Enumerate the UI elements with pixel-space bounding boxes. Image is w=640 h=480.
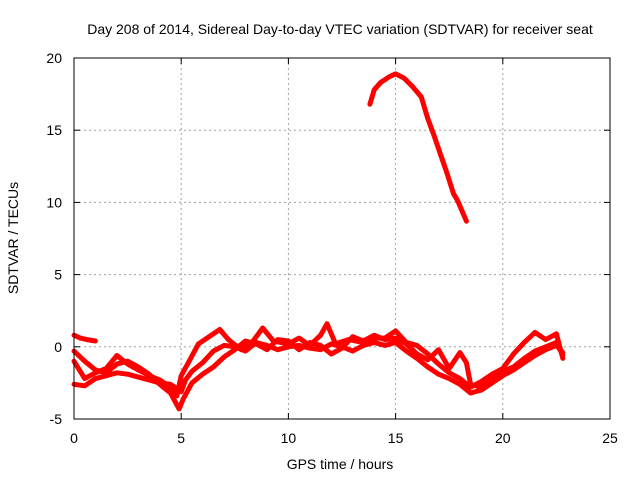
- y-tick-label: 10: [46, 194, 62, 210]
- x-axis-label: GPS time / hours: [287, 456, 394, 472]
- y-tick-label: 15: [46, 122, 62, 138]
- x-tick-label: 10: [281, 430, 297, 446]
- ticks: 0 5 10 15 20 25 -5 0 5 10 15 20: [46, 50, 618, 446]
- x-tick-label: 5: [177, 430, 185, 446]
- x-tick-label: 0: [70, 430, 78, 446]
- x-tick-label: 15: [388, 430, 404, 446]
- series-line-track-5: [367, 71, 469, 224]
- chart-title: Day 208 of 2014, Sidereal Day-to-day VTE…: [87, 21, 593, 37]
- y-tick-label: 0: [54, 339, 62, 355]
- series-group: [71, 71, 566, 412]
- y-tick-label: 20: [46, 50, 62, 66]
- series-line-track-3: [71, 332, 98, 344]
- y-tick-label: 5: [54, 267, 62, 283]
- x-tick-label: 25: [602, 430, 618, 446]
- x-tick-label: 20: [495, 430, 511, 446]
- series-line-track-4: [71, 332, 566, 412]
- y-tick-label: -5: [50, 411, 63, 427]
- y-axis-label: SDTVAR / TECUs: [5, 182, 21, 294]
- plot-frame: [73, 57, 611, 420]
